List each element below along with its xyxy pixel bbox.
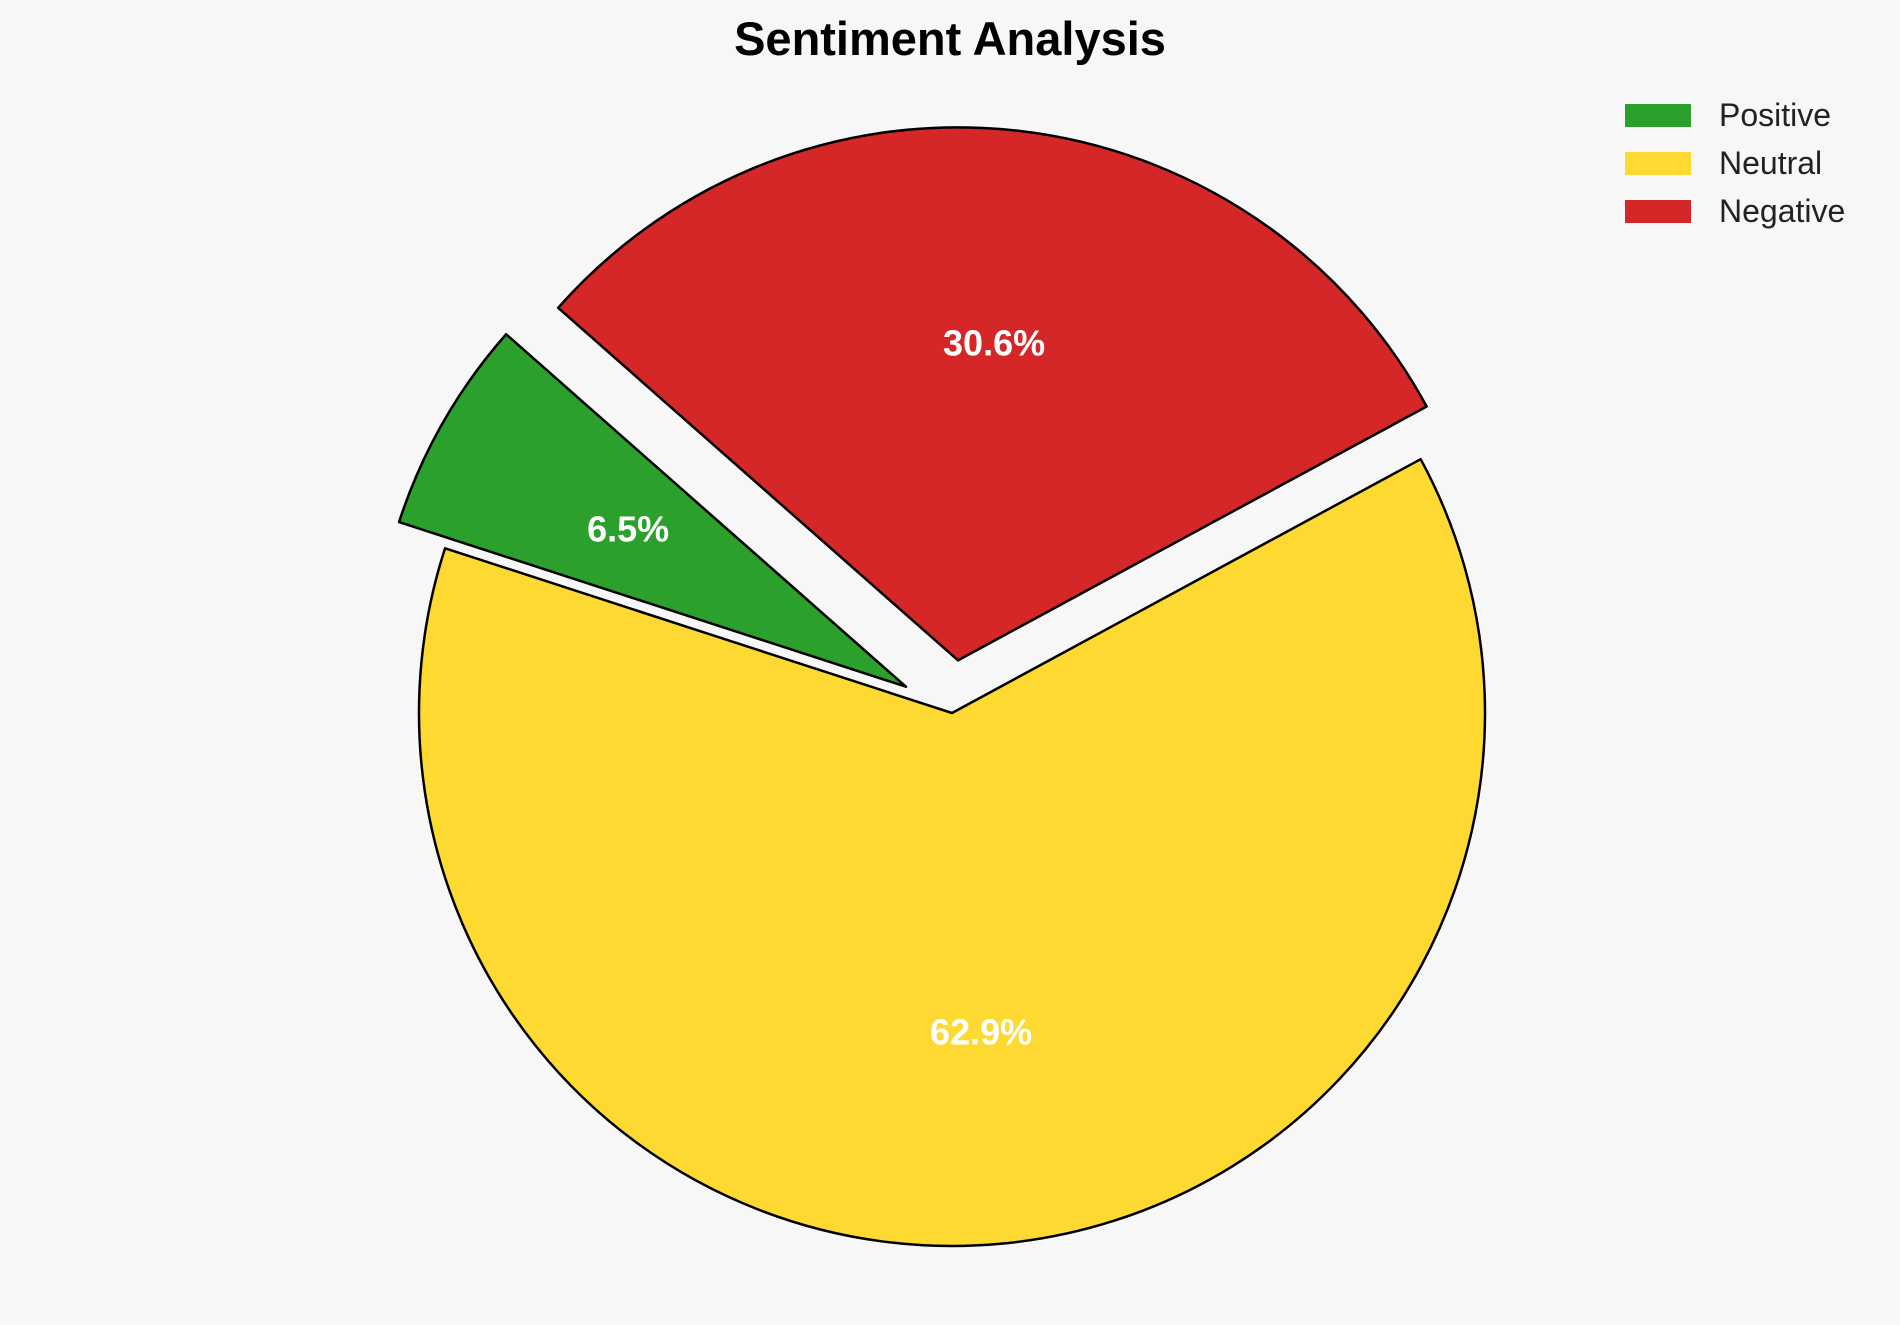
pie-slice-negative — [556, 126, 1428, 662]
chart-title: Sentiment Analysis — [734, 12, 1166, 65]
slice-label-negative: 30.6% — [943, 323, 1045, 364]
legend-swatch-negative — [1625, 200, 1691, 223]
legend-label-positive: Positive — [1719, 97, 1831, 133]
pie-slice-positive — [397, 333, 908, 688]
legend: Positive Neutral Negative — [1625, 97, 1845, 229]
slice-label-positive: 6.5% — [587, 508, 669, 549]
legend-swatch-positive — [1625, 104, 1691, 127]
legend-label-negative: Negative — [1719, 193, 1845, 229]
pie-slices — [397, 126, 1487, 1248]
pie-slice-neutral — [417, 457, 1487, 1248]
legend-swatch-neutral — [1625, 152, 1691, 175]
legend-label-neutral: Neutral — [1719, 145, 1822, 181]
slice-label-neutral: 62.9% — [930, 1011, 1032, 1052]
slice-labels: 6.5% 30.6% 62.9% — [587, 323, 1045, 1053]
